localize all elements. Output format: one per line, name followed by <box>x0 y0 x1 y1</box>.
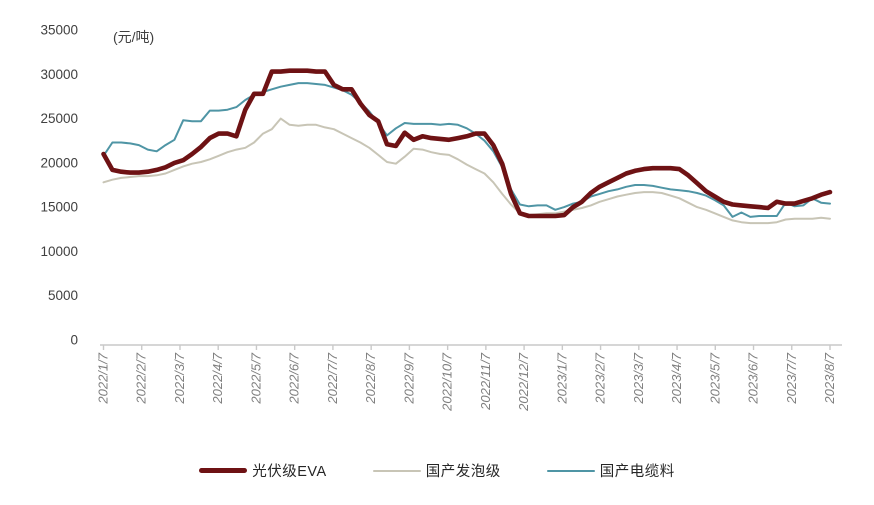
x-tick-label: 2022/12/7 <box>516 352 531 412</box>
y-tick-label: 35000 <box>40 23 78 38</box>
legend-label-domestic-foaming-grade: 国产发泡级 <box>425 464 501 480</box>
x-tick-label: 2023/2/7 <box>593 352 608 404</box>
x-axis-labels: 2022/1/7 2022/2/7 2022/3/7 2022/4/7 2022/5/7… <box>96 352 838 412</box>
legend-swatch-domestic-cable-material <box>546 469 595 472</box>
x-tick-label: 2022/3/7 <box>172 352 187 404</box>
x-tick-label: 2023/7/7 <box>784 352 799 404</box>
y-axis-labels: 35000 30000 25000 20000 15000 10000 5000 0 <box>40 23 78 348</box>
x-tick-label: 2023/5/7 <box>707 352 722 404</box>
legend-item-domestic-foaming-grade: 国产发泡级 <box>372 460 501 481</box>
y-tick-label: 0 <box>70 333 78 348</box>
x-tick-label: 2022/7/7 <box>325 352 340 404</box>
legend: 光伏级EVA 国产发泡级 国产电缆料 <box>0 460 874 481</box>
x-tick-label: 2022/11/7 <box>478 352 493 411</box>
x-tick-label: 2023/3/7 <box>631 352 646 404</box>
x-tick-label: 2022/2/7 <box>134 352 149 404</box>
x-tick-label: 2022/8/7 <box>363 352 378 404</box>
legend-label-pv-eva: 光伏级EVA <box>252 464 327 480</box>
y-tick-label: 15000 <box>40 200 78 215</box>
series-lines <box>101 68 833 225</box>
x-tick-label: 2023/4/7 <box>669 352 684 404</box>
y-tick-label: 5000 <box>48 288 78 303</box>
y-tick-label: 25000 <box>40 111 78 126</box>
legend-label-domestic-cable-material: 国产电缆料 <box>599 464 675 480</box>
legend-swatch-pv-eva <box>199 468 248 473</box>
y-tick-label: 30000 <box>40 67 78 82</box>
x-axis <box>100 344 842 350</box>
x-tick-label: 2022/6/7 <box>287 352 302 404</box>
x-tick-label: 2022/1/7 <box>96 352 111 404</box>
legend-item-domestic-cable-material: 国产电缆料 <box>546 460 675 481</box>
x-tick-label: 2022/4/7 <box>210 352 225 404</box>
y-tick-label: 20000 <box>40 155 78 170</box>
x-tick-label: 2022/9/7 <box>401 352 416 404</box>
series-line-domestic-foaming-grade <box>102 117 831 225</box>
x-tick-label: 2023/1/7 <box>554 352 569 404</box>
series-line-domestic-cable-material <box>102 82 831 218</box>
x-tick-label: 2023/6/7 <box>746 352 761 404</box>
y-tick-label: 10000 <box>40 244 78 259</box>
series-line-pv-eva <box>101 68 833 219</box>
x-tick-label: 2022/10/7 <box>440 352 455 412</box>
legend-item-pv-eva: 光伏级EVA <box>199 460 326 481</box>
x-tick-label: 2022/5/7 <box>248 352 263 404</box>
unit-label: (元/吨) <box>113 29 155 45</box>
legend-swatch-domestic-foaming-grade <box>372 469 421 472</box>
x-tick-label: 2023/8/7 <box>822 352 837 404</box>
